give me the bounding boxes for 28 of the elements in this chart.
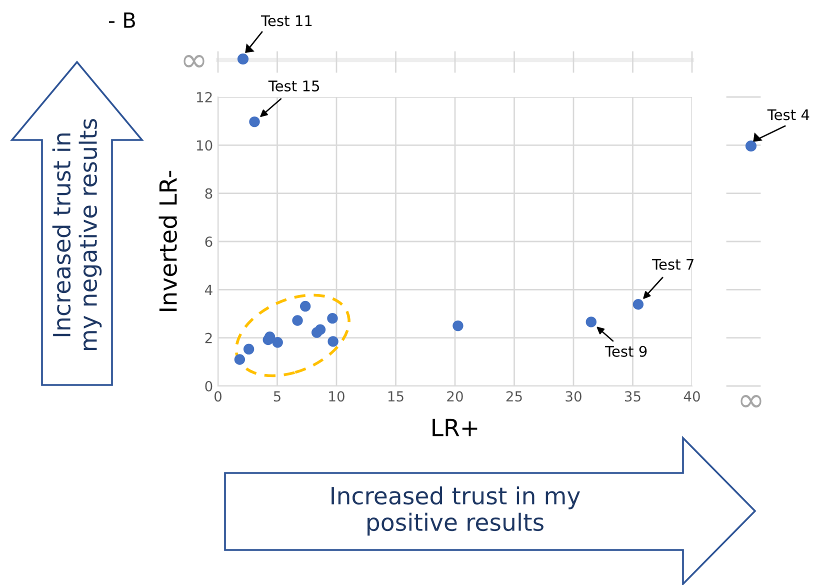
x-tick-label: 5 xyxy=(274,391,280,402)
x-tick-label: 15 xyxy=(388,391,404,402)
y-tick-label: 6 xyxy=(205,236,212,247)
y-tick-label: 2 xyxy=(205,332,212,344)
text: ∞ xyxy=(184,54,204,68)
x-tick-label: 20 xyxy=(447,391,463,402)
text: Test 4 xyxy=(767,109,810,120)
x-axis-title: LR+ xyxy=(432,418,478,436)
text: - B xyxy=(109,12,135,28)
x-tick-label: 0 xyxy=(214,391,222,402)
y-tick-label: 8 xyxy=(205,188,212,199)
x-tick-label: 10 xyxy=(329,391,344,402)
y-tick-label: 4 xyxy=(204,284,212,295)
y-tick-label: 10 xyxy=(196,140,212,151)
y-tick-label: 0 xyxy=(205,380,212,392)
annotation: Test 7 xyxy=(652,259,694,270)
text: Increased trust in my positive results xyxy=(332,486,580,536)
x-tick-label: 40 xyxy=(684,391,700,402)
annotation: Test 9 xyxy=(605,346,647,357)
text: Test 11 xyxy=(261,15,312,26)
y-axis-title: Inverted LR- xyxy=(158,170,177,311)
text: Increased trust in my negative results xyxy=(52,118,102,350)
y-tick-label: 12 xyxy=(196,92,212,102)
x-tick-label: 30 xyxy=(566,391,582,402)
text: ∞ xyxy=(740,394,762,408)
x-tick-label: 25 xyxy=(506,391,522,402)
annotation: Test 15 xyxy=(268,80,320,92)
x-tick-label: 35 xyxy=(624,391,640,402)
